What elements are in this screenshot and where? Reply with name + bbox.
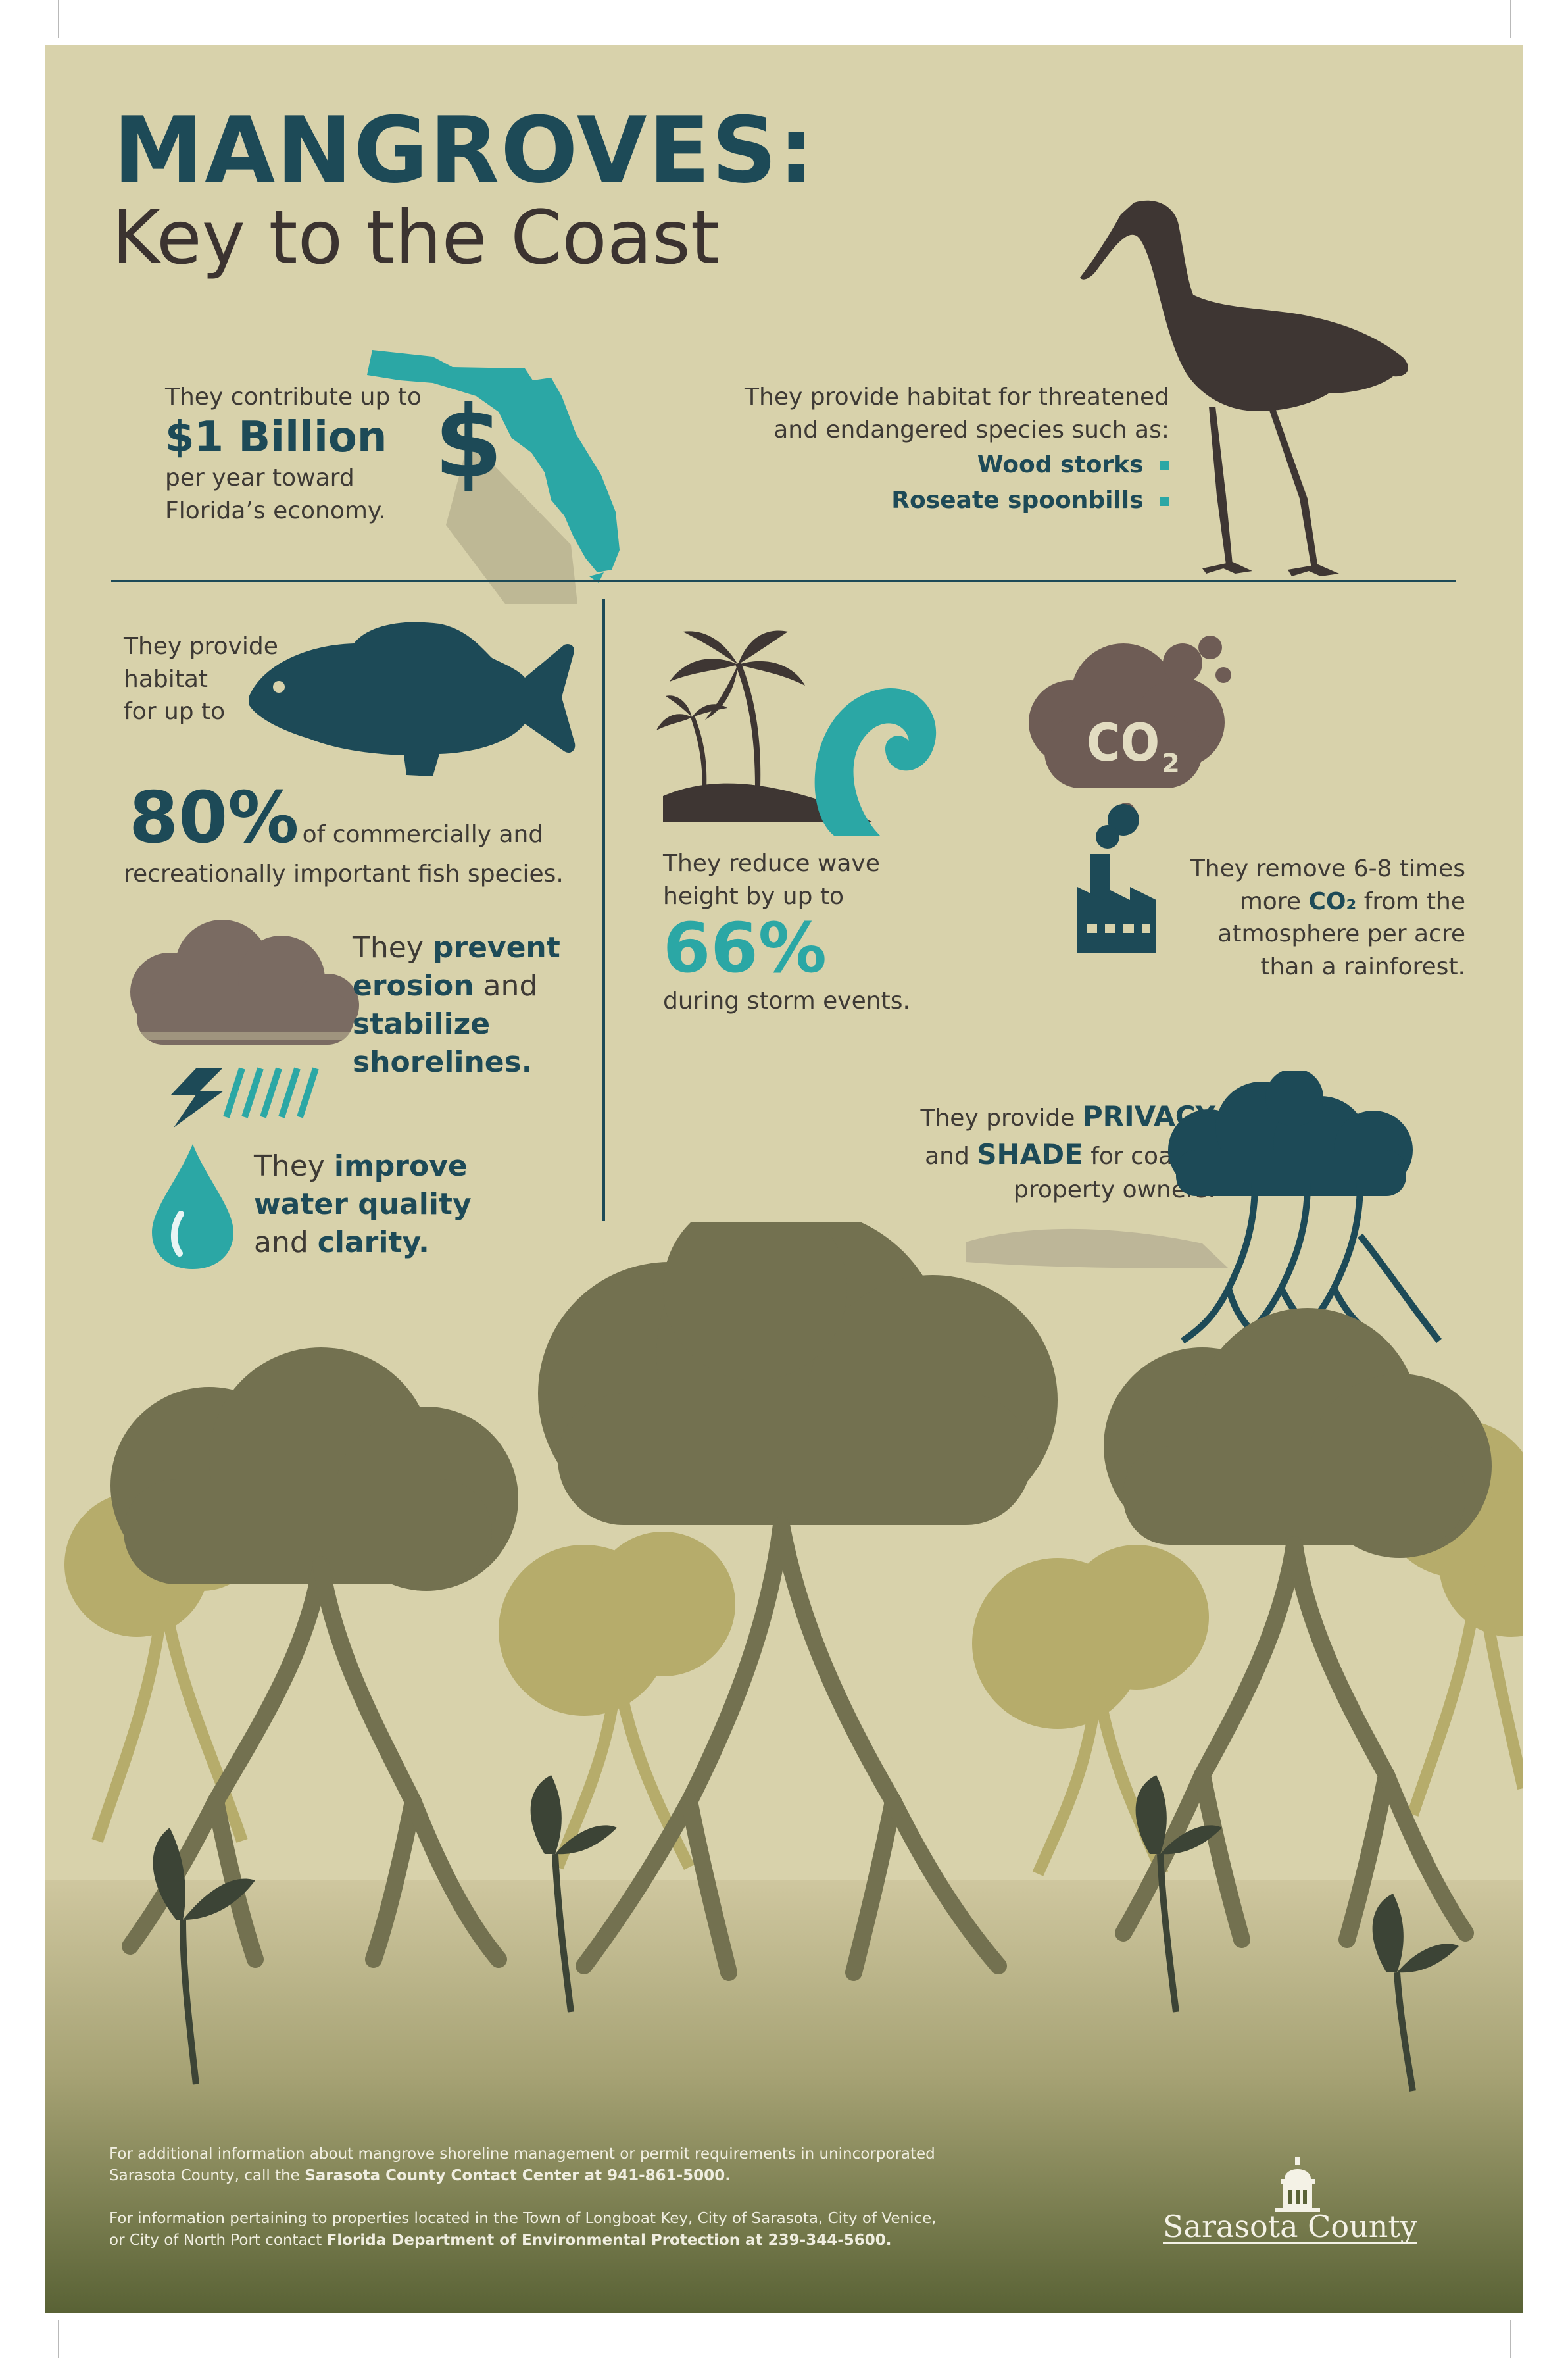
crop-mark-top-right (1510, 0, 1511, 38)
co2-line-3: atmosphere per acre (1217, 920, 1465, 948)
fish-line-2: habitat (124, 665, 208, 693)
water-and: and (254, 1226, 308, 1260)
footer-paragraph-2: For information pertaining to properties… (109, 2208, 1096, 2252)
fish-block: They provide habitat for up to (124, 630, 278, 728)
bullet-square (1160, 461, 1169, 471)
habitat-line-1: They provide habitat for threatened (745, 384, 1169, 411)
factory-icon (1077, 804, 1156, 953)
co2-icon-label: CO (1087, 714, 1160, 773)
footer-p2-contact: Florida Department of Environmental Prot… (326, 2232, 892, 2249)
co2-line-1: They remove 6-8 times (1190, 855, 1465, 882)
economy-line-2: per year toward (165, 464, 355, 492)
economy-line-3: Florida’s economy. (165, 497, 386, 524)
erosion-em-3: stabilize (353, 1007, 491, 1041)
waves-block: They reduce wave height by up to 66% dur… (663, 847, 910, 1017)
co2-line-2-em: CO₂ (1308, 888, 1357, 915)
waves-line-3: during storm events. (663, 987, 910, 1015)
footer-paragraph-1: For additional information about mangrov… (109, 2144, 1096, 2188)
storm-cloud-icon (130, 920, 359, 1128)
fish-line-4: of commercially and (302, 821, 544, 848)
co2-line-4: than a rainforest. (1260, 953, 1465, 981)
water-pre: They (254, 1149, 325, 1183)
co2-line-2-pre: more (1239, 888, 1301, 915)
waves-percent: 66% (663, 908, 827, 989)
crop-mark-top-left (58, 0, 59, 38)
economy-block: They contribute up to $1 Billion per yea… (165, 381, 422, 528)
fish-icon (249, 622, 576, 776)
erosion-block: They prevent erosion and stabilize shore… (353, 929, 560, 1082)
footer-p2-line-1: For information pertaining to properties… (109, 2210, 937, 2227)
divider-vertical (602, 599, 605, 1221)
fish-line-1: They provide (124, 633, 278, 660)
water-em-1: improve (333, 1149, 468, 1183)
fish-stat-row: 80% of commercially and (129, 783, 543, 854)
page-title: MANGROVES: (113, 97, 816, 203)
erosion-em-2: erosion (353, 969, 474, 1003)
erosion-em-4: shorelines. (353, 1045, 533, 1080)
courthouse-logo-icon (1275, 2157, 1320, 2212)
species-roseate-spoonbills: Roseate spoonbills (637, 484, 1169, 517)
logo-text: Sarasota County (1163, 2209, 1417, 2245)
footer-p2-line-2-pre: or City of North Port contact (109, 2232, 322, 2249)
page-subtitle: Key to the Coast (112, 195, 720, 281)
poster: MANGROVES: Key to the Coast $ They contr… (45, 45, 1523, 2313)
mangrove-forest-illustration (45, 1222, 1523, 2313)
erosion-mid: and (483, 969, 538, 1003)
privacy-and: and (925, 1142, 969, 1170)
dollar-icon: $ (434, 386, 503, 500)
fish-line-3: for up to (124, 698, 226, 726)
privacy-pre: They provide (920, 1105, 1075, 1132)
co2-block: They remove 6-8 times more CO₂ from the … (1097, 853, 1465, 984)
co2-icon-sub: 2 (1162, 749, 1180, 779)
habitat-line-2: and endangered species such as: (773, 416, 1169, 443)
erosion-em-1: prevent (432, 931, 560, 965)
crop-mark-bottom-left (58, 2320, 59, 2358)
footer-p1-line-1: For additional information about mangrov… (109, 2145, 935, 2163)
florida-map-icon (367, 350, 620, 604)
crop-mark-bottom-right (1510, 2320, 1511, 2358)
economy-line-1: They contribute up to (165, 384, 422, 411)
water-em-3: clarity. (317, 1226, 429, 1260)
footer-p1-contact: Sarasota County Contact Center at 941-86… (305, 2167, 731, 2185)
privacy-em-2: SHADE (977, 1138, 1083, 1170)
economy-amount: $1 Billion (165, 413, 387, 462)
fish-percent: 80% (129, 777, 299, 859)
waves-line-2: height by up to (663, 882, 845, 910)
palm-wave-icon (656, 630, 937, 836)
fish-line-5: recreationally important fish species. (124, 861, 564, 888)
sarasota-county-logo: Sarasota County (1163, 2157, 1492, 2245)
water-block: They improve water quality and clarity. (254, 1147, 472, 1262)
footer-p1-line-2-pre: Sarasota County, call the (109, 2167, 300, 2185)
divider-horizontal (111, 580, 1456, 582)
habitat-block: They provide habitat for threatened and … (637, 381, 1169, 517)
water-drop-icon (152, 1144, 233, 1269)
bullet-square (1160, 497, 1169, 507)
wood-stork-icon (1080, 200, 1408, 576)
species-wood-storks: Wood storks (637, 449, 1169, 482)
water-em-2: water quality (254, 1188, 472, 1222)
erosion-pre: They (353, 931, 424, 965)
co2-line-2-post: from the (1363, 888, 1465, 915)
waves-line-1: They reduce wave (663, 850, 880, 877)
